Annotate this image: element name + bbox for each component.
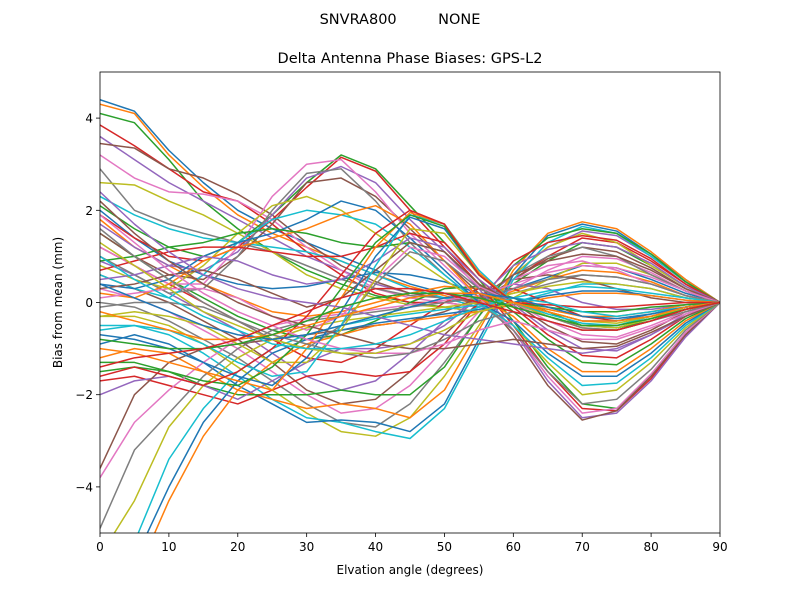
figure-suptitle: SNVRA800 NONE [320,12,481,28]
x-tick-label: 40 [368,540,383,554]
series-line-s53 [100,214,720,387]
series-line-s02 [100,103,720,306]
x-tick-label: 10 [161,540,176,554]
x-tick-label: 80 [643,540,658,554]
chart-title: Delta Antenna Phase Biases: GPS-L2 [278,51,543,67]
series-line-s44 [100,232,720,359]
series-line-s45 [100,237,720,352]
y-tick-label: 0 [85,296,93,310]
x-tick-label: 70 [575,540,590,554]
series-line-s62 [100,292,720,341]
series-line-s61 [100,283,720,341]
x-tick-label: 30 [299,540,314,554]
x-tick-label: 60 [506,540,521,554]
series-line-s60 [100,255,720,350]
x-tick-label: 50 [437,540,452,554]
series-line-s47 [100,246,720,338]
series-layer [100,98,720,533]
series-line-s46 [100,241,720,345]
y-tick-label: 2 [85,204,93,218]
series-line-s31 [146,290,720,533]
series-line-s64 [100,287,720,368]
y-tick-label: −4 [75,480,93,494]
series-line-s30 [137,285,720,533]
x-tick-label: 0 [96,540,104,554]
series-line-s59 [100,241,720,354]
series-line-s55 [100,191,720,354]
series-line-s32 [153,292,720,533]
series-line-s39 [100,195,720,396]
y-tick-label: −2 [75,388,93,402]
y-tick-label: 4 [85,112,93,126]
plot-frame [99,71,721,534]
series-line-s24 [100,234,720,405]
series-line-s54 [100,209,720,387]
x-tick-label: 20 [230,540,245,554]
series-line-s42 [100,204,720,373]
y-axis-label: Bias from mean (mm) [51,237,65,368]
x-axis-label: Elvation angle (degrees) [337,563,484,577]
x-tick-label: 90 [712,540,727,554]
axis-ticks: 0 10 20 30 40 50 60 70 80 90 −4 −2 0 2 4 [75,112,727,554]
series-line-s17 [100,260,720,414]
series-line-s56 [100,200,720,350]
